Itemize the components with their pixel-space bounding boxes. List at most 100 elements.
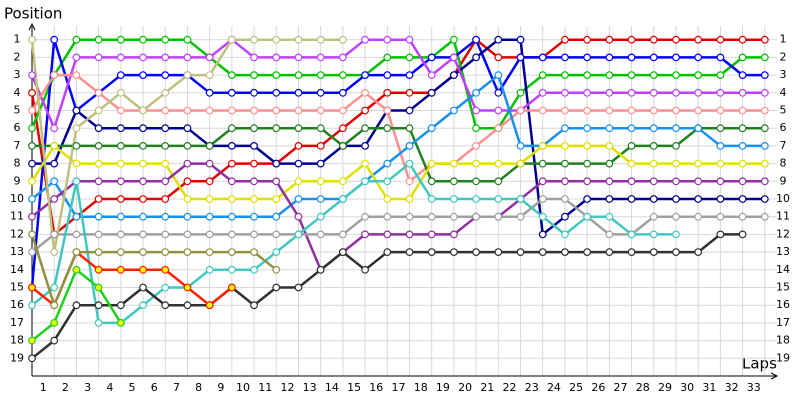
point — [605, 212, 614, 221]
point — [294, 71, 303, 79]
point — [72, 35, 81, 44]
point — [450, 35, 458, 44]
point — [205, 177, 214, 186]
point — [250, 159, 258, 168]
point — [672, 88, 680, 97]
point — [294, 283, 303, 292]
y-tick-label: 14 — [10, 263, 24, 276]
point — [205, 106, 214, 115]
series-line — [30, 37, 765, 130]
point — [716, 177, 725, 186]
point — [738, 195, 747, 203]
point — [227, 195, 236, 203]
point — [427, 248, 436, 257]
point — [649, 35, 658, 44]
y-tick-label: 5 — [14, 104, 21, 117]
point — [28, 283, 36, 292]
point — [183, 35, 192, 44]
point — [672, 141, 680, 150]
point — [139, 177, 147, 186]
point — [627, 53, 636, 62]
point — [272, 230, 281, 239]
point — [383, 124, 392, 133]
point — [516, 248, 525, 257]
point — [139, 71, 147, 79]
point — [205, 195, 214, 203]
point — [72, 265, 81, 274]
x-tick-label: 15 — [347, 381, 361, 394]
series-line — [31, 162, 765, 272]
x-tick-label: 5 — [129, 381, 136, 394]
point — [561, 159, 569, 168]
point — [427, 124, 436, 133]
y-tick-label: 4 — [780, 86, 787, 99]
point — [738, 230, 747, 239]
series-line — [30, 37, 765, 288]
y-tick-label: 15 — [10, 281, 24, 294]
y-tick-label: 19 — [10, 351, 24, 364]
point — [672, 230, 680, 239]
x-tick-label: 14 — [325, 381, 339, 394]
point — [183, 212, 192, 221]
point — [338, 141, 347, 150]
point — [361, 141, 369, 150]
point — [538, 106, 547, 115]
point — [28, 124, 36, 133]
point — [316, 88, 325, 97]
point — [205, 248, 214, 257]
point — [694, 106, 703, 115]
point — [50, 35, 59, 44]
point — [516, 159, 525, 168]
point — [250, 177, 258, 186]
point — [205, 212, 214, 221]
point — [205, 53, 214, 62]
point — [116, 35, 125, 44]
y-tick-label: 3 — [14, 68, 21, 81]
point — [760, 106, 769, 115]
point — [50, 230, 59, 239]
point — [272, 265, 281, 274]
point — [561, 195, 569, 203]
point — [294, 230, 303, 239]
point — [72, 71, 81, 79]
point — [227, 283, 236, 292]
point — [139, 106, 147, 115]
point — [316, 106, 325, 115]
point — [405, 141, 414, 150]
x-tick-label: 23 — [525, 381, 539, 394]
point — [738, 212, 747, 221]
point — [694, 212, 703, 221]
point — [316, 265, 325, 274]
point — [139, 35, 147, 44]
point — [383, 230, 392, 239]
point — [183, 53, 192, 62]
point — [583, 124, 592, 133]
y-tick-label: 4 — [14, 86, 21, 99]
point — [338, 71, 347, 79]
point — [116, 53, 125, 62]
point — [28, 106, 36, 115]
point — [738, 106, 747, 115]
x-tick-label: 33 — [747, 381, 761, 394]
point — [760, 124, 769, 133]
point — [316, 141, 325, 150]
y-tick-label: 9 — [780, 174, 787, 187]
point — [561, 71, 569, 79]
point — [472, 88, 481, 97]
point — [161, 248, 170, 257]
point — [161, 35, 170, 44]
point — [139, 159, 147, 168]
point — [72, 248, 81, 257]
point — [649, 230, 658, 239]
point — [294, 212, 303, 221]
y-tick-label: 3 — [780, 68, 787, 81]
point — [205, 159, 214, 168]
point — [738, 88, 747, 97]
point — [28, 212, 36, 221]
point — [583, 53, 592, 62]
point — [561, 106, 569, 115]
point — [627, 35, 636, 44]
point — [361, 35, 369, 44]
point — [627, 177, 636, 186]
y-tick-label: 18 — [776, 334, 790, 347]
